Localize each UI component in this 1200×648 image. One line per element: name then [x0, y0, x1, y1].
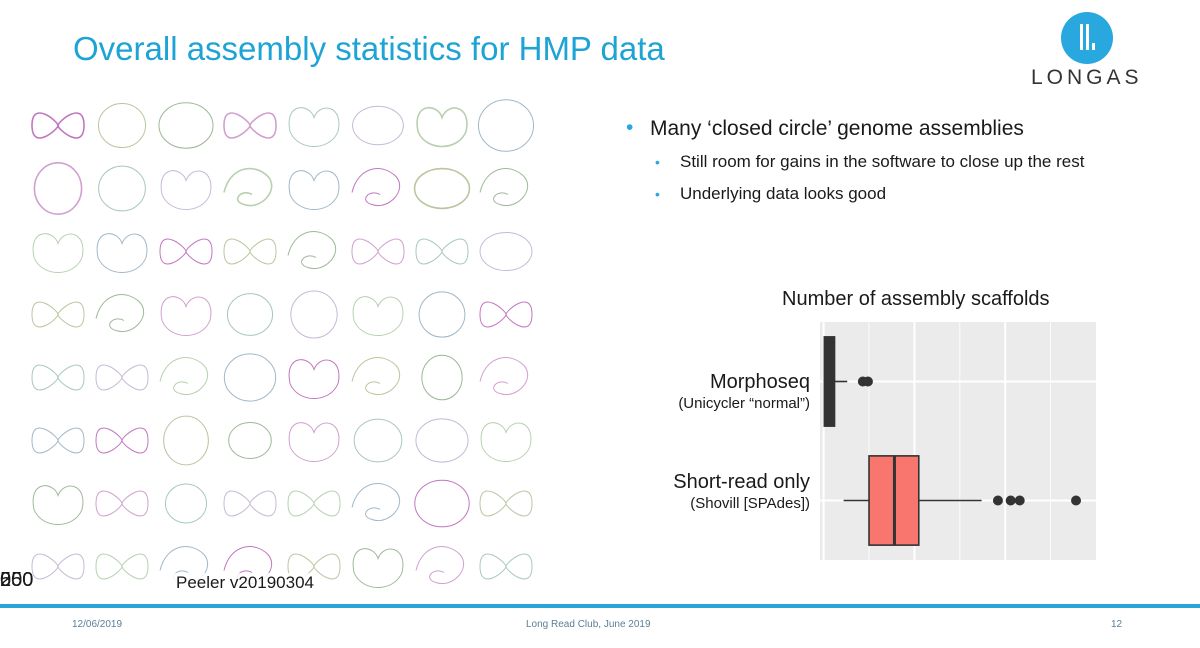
assembly-graph-thumbnail [159, 238, 213, 265]
assembly-graph-thumbnail [351, 357, 401, 396]
assembly-graph-thumbnail [287, 490, 341, 517]
assembly-graph-thumbnail [352, 105, 404, 146]
x-tick-label: 250 [0, 569, 34, 591]
box-iqr [823, 336, 836, 427]
gallery-caption: Peeler v20190304 [172, 573, 319, 593]
assembly-graph-thumbnail [160, 296, 212, 336]
assembly-graph-thumbnail [352, 548, 404, 588]
outlier-point [1014, 495, 1025, 506]
assembly-graph-thumbnail [31, 301, 85, 328]
assembly-graph-thumbnail [477, 99, 535, 152]
assembly-graph-thumbnail [31, 112, 85, 139]
assembly-graph-thumbnail [353, 418, 403, 463]
assembly-graph-thumbnail [415, 546, 465, 585]
bullet-item: • Underlying data looks good [626, 182, 1146, 206]
assembly-graph-thumbnail [351, 238, 405, 265]
assembly-graph-thumbnail [160, 170, 212, 210]
assembly-graph-thumbnail [95, 364, 149, 391]
assembly-graph-thumbnail [480, 422, 532, 462]
logo-text: LONGAS [1031, 66, 1143, 89]
assembly-graph-gallery [31, 99, 535, 588]
assembly-graph-thumbnail [31, 553, 85, 580]
x-tick-label: 0 [0, 569, 12, 591]
bullet-icon: • [655, 154, 660, 170]
longas-logo: LONGAS [1024, 8, 1154, 90]
assembly-graph-thumbnail [31, 364, 85, 391]
outlier-point [992, 495, 1003, 506]
chart-title: Number of assembly scaffolds [782, 288, 1050, 310]
bullet-item: • Many ‘closed circle’ genome assemblies [626, 116, 1024, 140]
assembly-graph-thumbnail [479, 231, 533, 272]
footer-event: Long Read Club, June 2019 [526, 619, 651, 630]
slide-title: Overall assembly statistics for HMP data [73, 30, 665, 67]
assembly-graph-thumbnail [223, 490, 277, 517]
assembly-graph-thumbnail [479, 168, 529, 207]
assembly-graph-thumbnail [95, 553, 149, 580]
assembly-graph-thumbnail [479, 357, 529, 396]
assembly-graph-thumbnail [96, 233, 148, 273]
assembly-graph-thumbnail [415, 418, 469, 463]
assembly-graph-thumbnail [97, 102, 147, 149]
x-tick-label: 500 [0, 569, 34, 591]
assembly-graph-thumbnail [159, 357, 209, 396]
assembly-graph-thumbnail [95, 294, 145, 333]
bullet-item: • Still room for gains in the software t… [626, 150, 1146, 174]
assembly-graph-thumbnail [287, 231, 337, 270]
assembly-graph-thumbnail [351, 168, 401, 207]
bullet-list: • Many ‘closed circle’ genome assemblies… [626, 116, 1146, 206]
assembly-graph-thumbnail [414, 479, 470, 528]
assembly-graph-thumbnail [288, 359, 340, 399]
assembly-graph-thumbnail [164, 483, 208, 524]
footer-page-number: 12 [1111, 619, 1123, 630]
assembly-graph-thumbnail [228, 421, 272, 460]
assembly-graph-thumbnail [226, 293, 274, 336]
outlier-point [862, 376, 873, 387]
assembly-graph-thumbnail [95, 427, 149, 454]
plot-panel [820, 322, 1096, 560]
assembly-graph-thumbnail [415, 238, 469, 265]
category-label-morphoseq: Morphoseq (Unicycler “normal”) [678, 371, 810, 412]
assembly-graph-thumbnail [418, 291, 466, 338]
footer-divider [0, 604, 1200, 608]
assembly-graph-thumbnail [290, 290, 338, 339]
assembly-graph-thumbnail [288, 422, 340, 462]
assembly-graph-thumbnail [223, 353, 277, 402]
footer-date: 12/06/2019 [72, 619, 123, 630]
assembly-graph-thumbnail [32, 233, 84, 273]
assembly-graph-thumbnail [33, 162, 83, 215]
assembly-graph-thumbnail [413, 167, 471, 210]
assembly-graph-thumbnail [163, 415, 209, 466]
assembly-graph-thumbnail [288, 107, 340, 147]
assembly-graph-thumbnail [479, 553, 533, 580]
boxplot-chart [820, 322, 1096, 560]
assembly-graph-thumbnail [351, 483, 401, 522]
assembly-graph-thumbnail [288, 170, 340, 210]
assembly-graph-thumbnail [421, 354, 463, 401]
logo-mark-icon [1061, 12, 1113, 64]
assembly-graph-thumbnail [223, 112, 277, 139]
assembly-graph-thumbnail [95, 490, 149, 517]
assembly-graph-thumbnail [352, 296, 404, 336]
assembly-graph-thumbnail [158, 102, 214, 149]
category-label-short-read: Short-read only (Shovill [SPAdes]) [673, 471, 810, 512]
assembly-graph-thumbnail [223, 167, 273, 207]
bullet-icon: • [655, 186, 660, 202]
assembly-graph-thumbnail [223, 238, 277, 265]
assembly-graph-thumbnail [98, 165, 146, 212]
assembly-graph-thumbnail [479, 301, 533, 328]
assembly-graph-thumbnail [32, 485, 84, 525]
outlier-point [1071, 495, 1082, 506]
assembly-graph-thumbnail [479, 490, 533, 517]
assembly-graph-thumbnail [31, 427, 85, 454]
bullet-icon: • [626, 116, 634, 139]
outlier-point [1005, 495, 1016, 506]
assembly-graph-thumbnail [416, 106, 468, 148]
